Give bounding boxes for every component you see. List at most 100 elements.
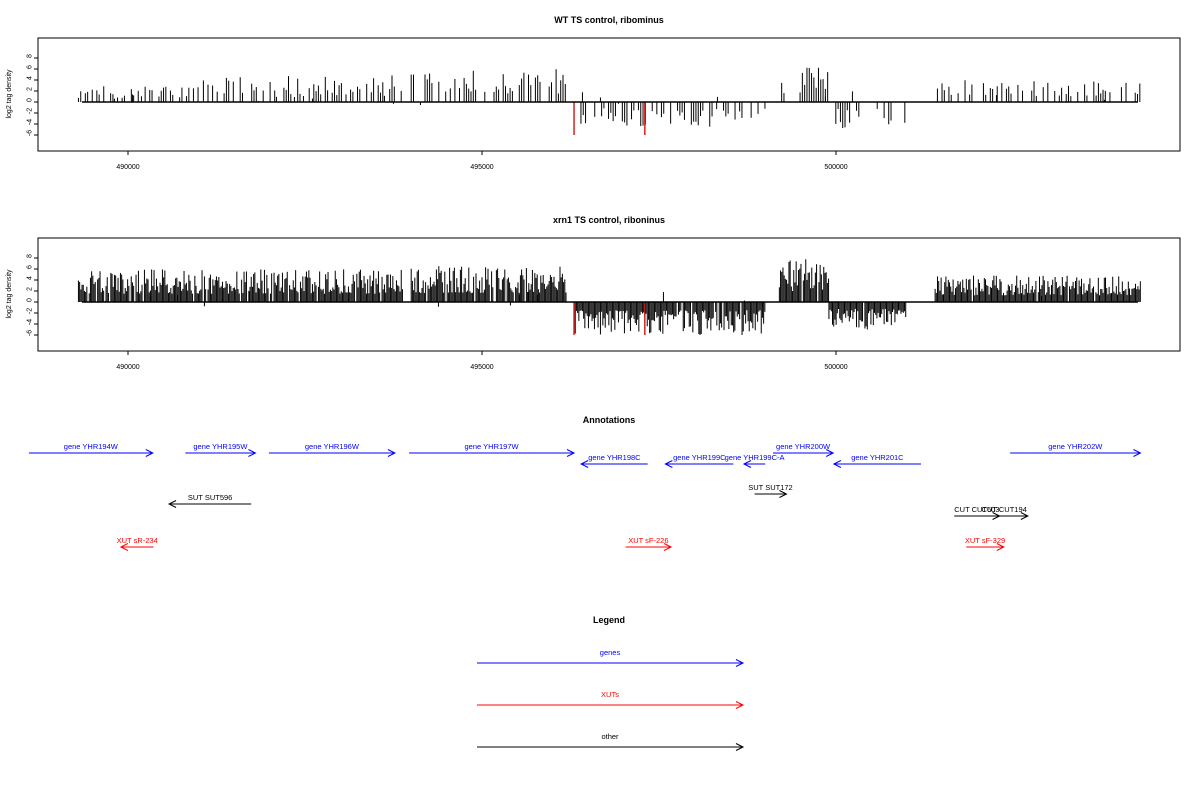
annotation-arrow-head [167,500,177,508]
annotation-feature: gene YHR194W [28,442,154,457]
annotation-features: gene YHR194W gene YHR195W gene YHR196W gene… [28,442,1142,551]
wt-panel-title: WT TS control, ribominus [554,15,664,25]
annotation-label: gene YHR199C [673,453,726,462]
annotation-arrow-head [996,543,1005,551]
annotation-feature: gene YHR202W [1010,442,1142,457]
y-tick-label: 4 [27,276,34,280]
annotation-arrow-head [779,490,788,498]
legend-entry: other [477,732,745,751]
annotation-label: gene YHR197W [465,442,520,451]
annotation-arrow-head [566,449,576,457]
annotation-arrow-head [1020,512,1029,520]
annotation-feature: gene YHR195W [185,442,257,457]
annotation-feature: gene YHR201C [832,453,921,468]
xrn1-plot-frame [37,237,1181,352]
annotation-arrow-head [145,449,154,457]
y-tick-label: 6 [27,265,34,269]
xrn1-x-axis: 490000 495000 500000 [116,351,848,371]
y-tick-label: 4 [27,76,34,80]
annotation-arrow-head [387,449,397,457]
y-tick-label: -4 [27,319,34,325]
annotation-label: gene YHR201C [851,453,904,462]
legend-arrow-head [735,701,745,709]
annotation-label: XUT sR-234 [117,536,158,545]
x-tick-label: 490000 [116,164,139,171]
legend-entry: genes [477,648,745,667]
y-tick-label: -4 [27,119,34,125]
wt-y-axis: 8 6 4 2 0 -2 -4 -6 [27,54,38,136]
annotations-title: Annotations [583,415,636,425]
annotation-arrow-head [1133,449,1142,457]
annotation-feature: SUT SUT596 [167,493,252,508]
xrn1-bars [77,259,1141,335]
annotation-feature: XUT sF-329 [965,536,1005,551]
wt-panel: WT TS control, ribominus log2 tag densit… [6,15,1181,171]
xrn1-panel: xrn1 TS control, riboninus log2 tag dens… [6,215,1181,371]
xrn1-y-axis: 8 6 4 2 0 -2 -4 -6 [27,254,38,336]
annotation-feature: CUT CUT194 [980,505,1029,520]
legend-entry: XUTs [477,690,745,709]
annotation-label: CUT CUT194 [982,505,1027,514]
y-tick-label: 2 [27,87,34,91]
annotation-label: SUT SUT596 [188,493,232,502]
legend-label: XUTs [601,690,619,699]
legend-items: genes XUTs other [477,648,745,751]
annotation-arrow-head [248,449,257,457]
annotation-label: gene YHR199C-A [725,453,785,462]
annotation-feature: gene YHR196W [268,442,397,457]
y-tick-label: 8 [27,54,34,58]
y-tick-label: 0 [27,298,34,302]
y-tick-label: 8 [27,254,34,258]
annotation-feature: gene YHR199C-A [725,453,785,468]
annotation-feature: SUT SUT172 [748,483,793,498]
annotation-arrow-head [832,460,842,468]
y-tick-label: -6 [27,330,34,336]
annotation-arrow-head [664,460,673,468]
annotation-arrow-head [663,543,673,551]
annotation-label: XUT sF-226 [628,536,668,545]
annotation-feature: gene YHR198C [580,453,648,468]
legend-label: genes [600,648,621,657]
y-tick-label: 2 [27,287,34,291]
annotation-label: SUT SUT172 [748,483,792,492]
annotation-arrow-head [742,460,752,468]
annotation-feature: XUT sF-226 [625,536,673,551]
annotation-label: gene YHR196W [305,442,360,451]
annotations-panel: Annotations gene YHR194W gene YHR195W gene… [28,415,1142,551]
annotation-label: gene YHR198C [588,453,641,462]
annotation-label: CUT CUT603 [954,505,999,514]
x-tick-label: 500000 [824,364,847,371]
xrn1-panel-title: xrn1 TS control, riboninus [553,215,665,225]
annotation-arrow-head [580,460,589,468]
wt-plot-frame [37,37,1181,152]
wt-x-axis: 490000 495000 500000 [116,151,848,171]
annotation-feature: gene YHR199C [664,453,734,468]
x-tick-label: 495000 [470,364,493,371]
annotation-feature: gene YHR197W [409,442,576,457]
annotation-label: gene YHR200W [776,442,831,451]
legend-label: other [601,732,619,741]
annotation-label: gene YHR195W [193,442,248,451]
annotation-feature: gene YHR200W [772,442,835,457]
legend-arrow-head [735,743,745,751]
legend-panel: Legend genes XUTs other [477,615,745,751]
annotation-arrow-head [119,543,129,551]
y-tick-label: -2 [27,308,34,314]
y-tick-label: 0 [27,98,34,102]
wt-bars [77,67,1141,135]
y-tick-label: -2 [27,108,34,114]
x-tick-label: 495000 [470,164,493,171]
annotation-feature: XUT sR-234 [117,536,158,551]
wt-y-axis-label: log2 tag density [6,69,13,119]
legend-arrow-head [735,659,745,667]
x-tick-label: 500000 [824,164,847,171]
annotation-label: gene YHR202W [1048,442,1103,451]
annotation-label: XUT sF-329 [965,536,1005,545]
y-tick-label: 6 [27,65,34,69]
annotation-label: gene YHR194W [64,442,119,451]
x-tick-label: 490000 [116,364,139,371]
y-tick-label: -6 [27,130,34,136]
xrn1-y-axis-label: log2 tag density [6,269,13,319]
legend-title: Legend [593,615,625,625]
